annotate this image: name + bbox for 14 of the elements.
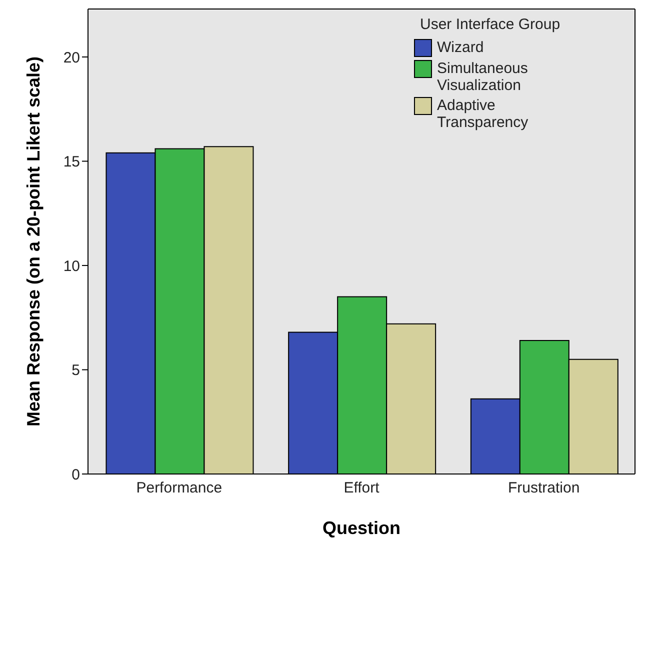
y-tick-label: 20 xyxy=(63,49,80,66)
y-tick-label: 5 xyxy=(72,362,80,380)
x-tick-label: Performance xyxy=(136,480,222,497)
legend-label: Adaptive Transparency xyxy=(437,97,530,131)
legend-title: User Interface Group xyxy=(419,16,562,33)
legend-label: Simultaneous Visualization xyxy=(437,60,529,94)
x-tick-label: Frustration xyxy=(508,480,580,497)
y-tick-label: 0 xyxy=(72,466,80,484)
y-axis-title: Mean Response (on a 20-point Likert scale) xyxy=(23,56,44,427)
y-tick-label: 10 xyxy=(63,258,80,275)
legend-label: Wizard xyxy=(437,39,485,56)
y-tick-label: 15 xyxy=(63,154,80,171)
x-axis-title: Question xyxy=(322,518,401,538)
x-tick-label: Effort xyxy=(344,480,380,497)
